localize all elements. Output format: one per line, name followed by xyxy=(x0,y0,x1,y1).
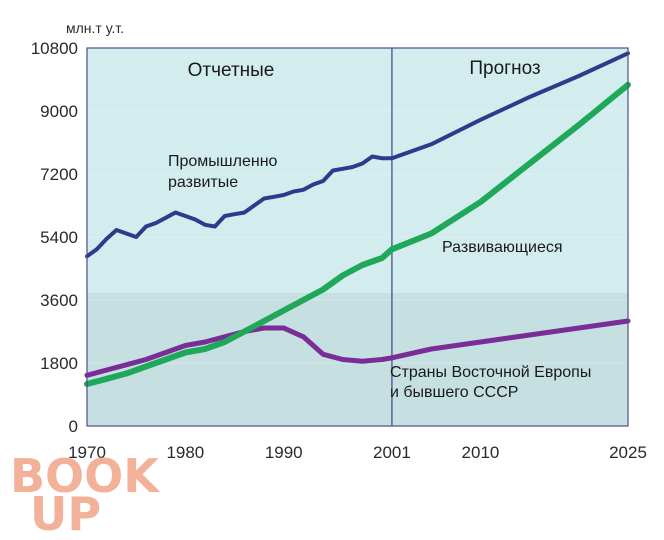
series-line-2 xyxy=(84,81,631,387)
y-tick-label: 3600 xyxy=(40,291,78,310)
y-tick-label: 0 xyxy=(69,417,78,436)
watermark-line-1: BOOK xyxy=(10,449,161,503)
plot-frame xyxy=(86,47,629,427)
x-tick-label: 1990 xyxy=(265,443,303,462)
plot-background-upper xyxy=(87,48,628,293)
grid-lines xyxy=(87,110,628,364)
series-line-3 xyxy=(84,318,631,378)
series-label-eastern-europe-line-1: Страны Восточной Европы xyxy=(390,364,591,381)
axis-ticks: 0 1800 3600 5400 7200 9000 10800 1970 1980 1990 20… xyxy=(31,39,647,462)
x-tick-label: 1970 xyxy=(68,443,106,462)
y-tick-label: 10800 xyxy=(31,39,78,58)
y-axis-unit-label: млн.т у.т. xyxy=(66,20,124,36)
x-tick-label: 2010 xyxy=(462,443,500,462)
y-tick-label: 5400 xyxy=(40,228,78,247)
series-label-eastern-europe-line-2: и бывшего СССР xyxy=(390,384,518,401)
series-label-industrial-line-1: Промышленно xyxy=(168,153,278,170)
series-line-1 xyxy=(85,51,630,259)
watermark-line-2: UP xyxy=(30,487,101,540)
section-label-reported: Отчетные xyxy=(188,60,275,81)
x-tick-label: 2025 xyxy=(609,443,647,462)
series-label-industrial-line-2: развитые xyxy=(168,174,238,191)
section-label-forecast: Прогноз xyxy=(469,58,540,79)
series-label-developing: Развивающиеся xyxy=(442,239,563,256)
y-tick-label: 1800 xyxy=(40,354,78,373)
series-layer xyxy=(84,51,631,387)
x-tick-label: 2001 xyxy=(373,443,411,462)
y-tick-label: 7200 xyxy=(40,165,78,184)
y-tick-label: 9000 xyxy=(40,102,78,121)
x-tick-label: 1980 xyxy=(166,443,204,462)
watermark-logo: BOOK UP xyxy=(10,449,161,540)
